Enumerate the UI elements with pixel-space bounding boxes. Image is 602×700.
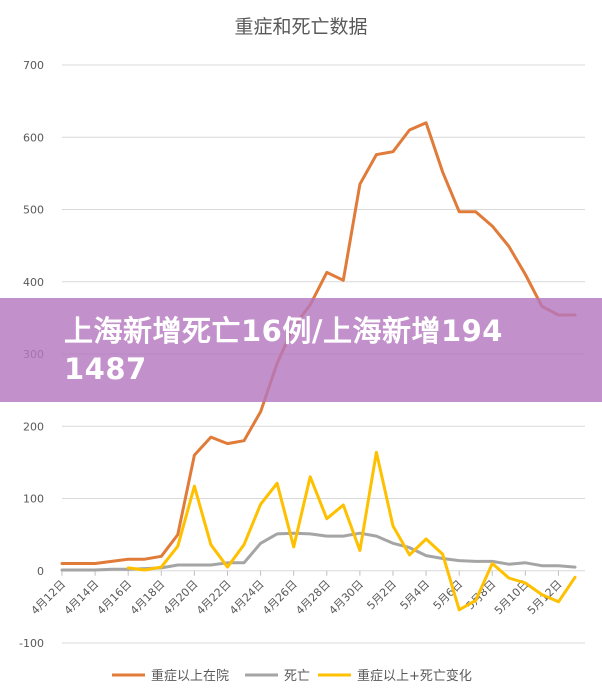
y-tick-label: 600 [23, 131, 44, 144]
x-tick-label: 4月22日 [194, 578, 234, 618]
overlay-banner: 上海新增死亡16例/上海新增194 1487 [0, 298, 602, 402]
banner-text: 上海新增死亡16例/上海新增194 1487 [64, 314, 503, 386]
y-tick-label: 400 [23, 276, 44, 289]
x-tick-label: 4月24日 [227, 578, 267, 618]
y-tick-label: 0 [37, 565, 44, 578]
x-tick-label: 5月4日 [398, 578, 433, 613]
legend-label-1: 死亡 [284, 669, 310, 684]
x-tick-label: 4月26日 [260, 578, 300, 618]
series-line-0 [60, 121, 577, 565]
chart-title: 重症和死亡数据 [234, 16, 367, 38]
y-tick-label: 200 [23, 420, 44, 433]
x-tick-label: 5月6日 [431, 578, 466, 613]
legend: 重症以上在院 死亡 重症以上+死亡变化 [112, 668, 472, 684]
series-lines [60, 121, 577, 612]
x-tick-label: 4月20日 [161, 578, 201, 618]
legend-label-2: 重症以上+死亡变化 [357, 668, 472, 684]
x-tick-label: 4月12日 [29, 578, 69, 618]
x-tick-label: 5月2日 [364, 578, 399, 613]
y-tick-label: -100 [19, 637, 44, 650]
y-tick-label: 500 [23, 204, 44, 217]
series-line-2 [126, 450, 577, 612]
x-tick-label: 4月16日 [95, 578, 135, 618]
x-tick-label: 4月28日 [293, 578, 333, 618]
x-tick-label: 4月30日 [326, 578, 366, 618]
y-tick-label: 700 [23, 59, 44, 72]
y-tick-label: 100 [23, 493, 44, 506]
legend-label-0: 重症以上在院 [151, 668, 229, 684]
series-line-1 [60, 531, 577, 572]
x-tick-label: 4月14日 [62, 578, 102, 618]
x-axis: 4月12日4月14日4月16日4月18日4月20日4月22日4月24日4月26日… [29, 570, 565, 618]
x-tick-label: 4月18日 [128, 578, 168, 618]
